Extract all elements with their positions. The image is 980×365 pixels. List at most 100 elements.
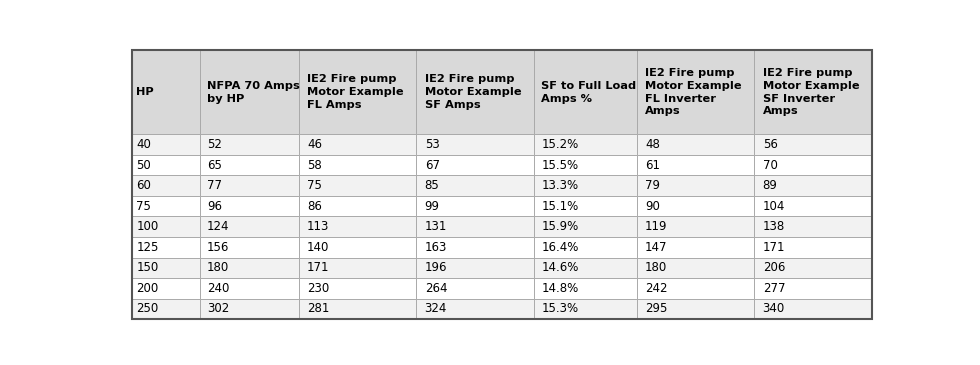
Text: 140: 140 <box>307 241 329 254</box>
Bar <box>755 155 872 176</box>
Text: 79: 79 <box>645 179 660 192</box>
Text: 60: 60 <box>136 179 151 192</box>
Text: 53: 53 <box>424 138 439 151</box>
Bar <box>755 196 872 216</box>
Text: 58: 58 <box>307 159 321 172</box>
Text: 113: 113 <box>307 220 329 233</box>
Text: 240: 240 <box>207 282 229 295</box>
Text: 124: 124 <box>207 220 229 233</box>
Text: 295: 295 <box>645 303 667 315</box>
Bar <box>755 50 872 134</box>
Bar <box>637 299 755 319</box>
Text: 90: 90 <box>645 200 660 213</box>
Text: 180: 180 <box>645 261 667 274</box>
Text: 150: 150 <box>136 261 159 274</box>
Bar <box>534 237 637 258</box>
Bar <box>200 216 299 237</box>
Bar <box>637 176 755 196</box>
Bar <box>131 155 200 176</box>
Bar <box>534 216 637 237</box>
Text: 340: 340 <box>762 303 785 315</box>
Bar <box>755 134 872 155</box>
Text: 180: 180 <box>207 261 229 274</box>
Bar <box>131 50 200 134</box>
Bar <box>299 216 416 237</box>
Text: 302: 302 <box>207 303 229 315</box>
Bar <box>755 278 872 299</box>
Text: 85: 85 <box>424 179 439 192</box>
Bar <box>637 134 755 155</box>
Text: 250: 250 <box>136 303 159 315</box>
Bar <box>299 237 416 258</box>
Text: 156: 156 <box>207 241 229 254</box>
Text: 48: 48 <box>645 138 660 151</box>
Text: 15.2%: 15.2% <box>541 138 578 151</box>
Bar <box>534 196 637 216</box>
Bar <box>299 196 416 216</box>
Text: 75: 75 <box>307 179 321 192</box>
Bar <box>637 196 755 216</box>
Bar <box>416 196 534 216</box>
Bar <box>637 237 755 258</box>
Text: 75: 75 <box>136 200 151 213</box>
Text: 163: 163 <box>424 241 447 254</box>
Text: IE2 Fire pump
Motor Example
FL Inverter
Amps: IE2 Fire pump Motor Example FL Inverter … <box>645 68 742 116</box>
Text: 138: 138 <box>762 220 785 233</box>
Bar <box>200 258 299 278</box>
Bar <box>131 134 200 155</box>
Bar <box>131 299 200 319</box>
Bar <box>299 176 416 196</box>
Text: 125: 125 <box>136 241 159 254</box>
Text: 40: 40 <box>136 138 151 151</box>
Text: 242: 242 <box>645 282 667 295</box>
Bar <box>534 50 637 134</box>
Text: 119: 119 <box>645 220 667 233</box>
Bar <box>200 278 299 299</box>
Text: 96: 96 <box>207 200 221 213</box>
Bar <box>416 50 534 134</box>
Bar <box>416 237 534 258</box>
Text: 56: 56 <box>762 138 777 151</box>
Bar <box>200 155 299 176</box>
Bar <box>200 134 299 155</box>
Text: 264: 264 <box>424 282 447 295</box>
Bar <box>200 50 299 134</box>
Bar <box>755 299 872 319</box>
Text: 86: 86 <box>307 200 321 213</box>
Bar <box>131 176 200 196</box>
Bar <box>200 176 299 196</box>
Bar <box>637 278 755 299</box>
Bar <box>131 216 200 237</box>
Text: NFPA 70 Amps
by HP: NFPA 70 Amps by HP <box>207 81 300 104</box>
Bar <box>534 299 637 319</box>
Bar <box>131 258 200 278</box>
Bar <box>416 278 534 299</box>
Text: 46: 46 <box>307 138 322 151</box>
Text: IE2 Fire pump
Motor Example
SF Amps: IE2 Fire pump Motor Example SF Amps <box>424 74 521 110</box>
Text: 77: 77 <box>207 179 221 192</box>
Text: 324: 324 <box>424 303 447 315</box>
Bar <box>416 299 534 319</box>
Text: 50: 50 <box>136 159 151 172</box>
Text: 171: 171 <box>762 241 785 254</box>
Bar <box>200 299 299 319</box>
Text: 52: 52 <box>207 138 221 151</box>
Text: 89: 89 <box>762 179 777 192</box>
Bar <box>416 176 534 196</box>
Text: 277: 277 <box>762 282 785 295</box>
Bar <box>755 258 872 278</box>
Bar <box>534 134 637 155</box>
Text: 171: 171 <box>307 261 329 274</box>
Bar <box>131 237 200 258</box>
Text: 200: 200 <box>136 282 159 295</box>
Text: 61: 61 <box>645 159 660 172</box>
Text: 67: 67 <box>424 159 440 172</box>
Text: 281: 281 <box>307 303 329 315</box>
Text: 100: 100 <box>136 220 159 233</box>
Bar <box>637 258 755 278</box>
Bar <box>637 155 755 176</box>
Bar <box>416 134 534 155</box>
Bar <box>200 237 299 258</box>
Text: 230: 230 <box>307 282 329 295</box>
Text: 99: 99 <box>424 200 440 213</box>
